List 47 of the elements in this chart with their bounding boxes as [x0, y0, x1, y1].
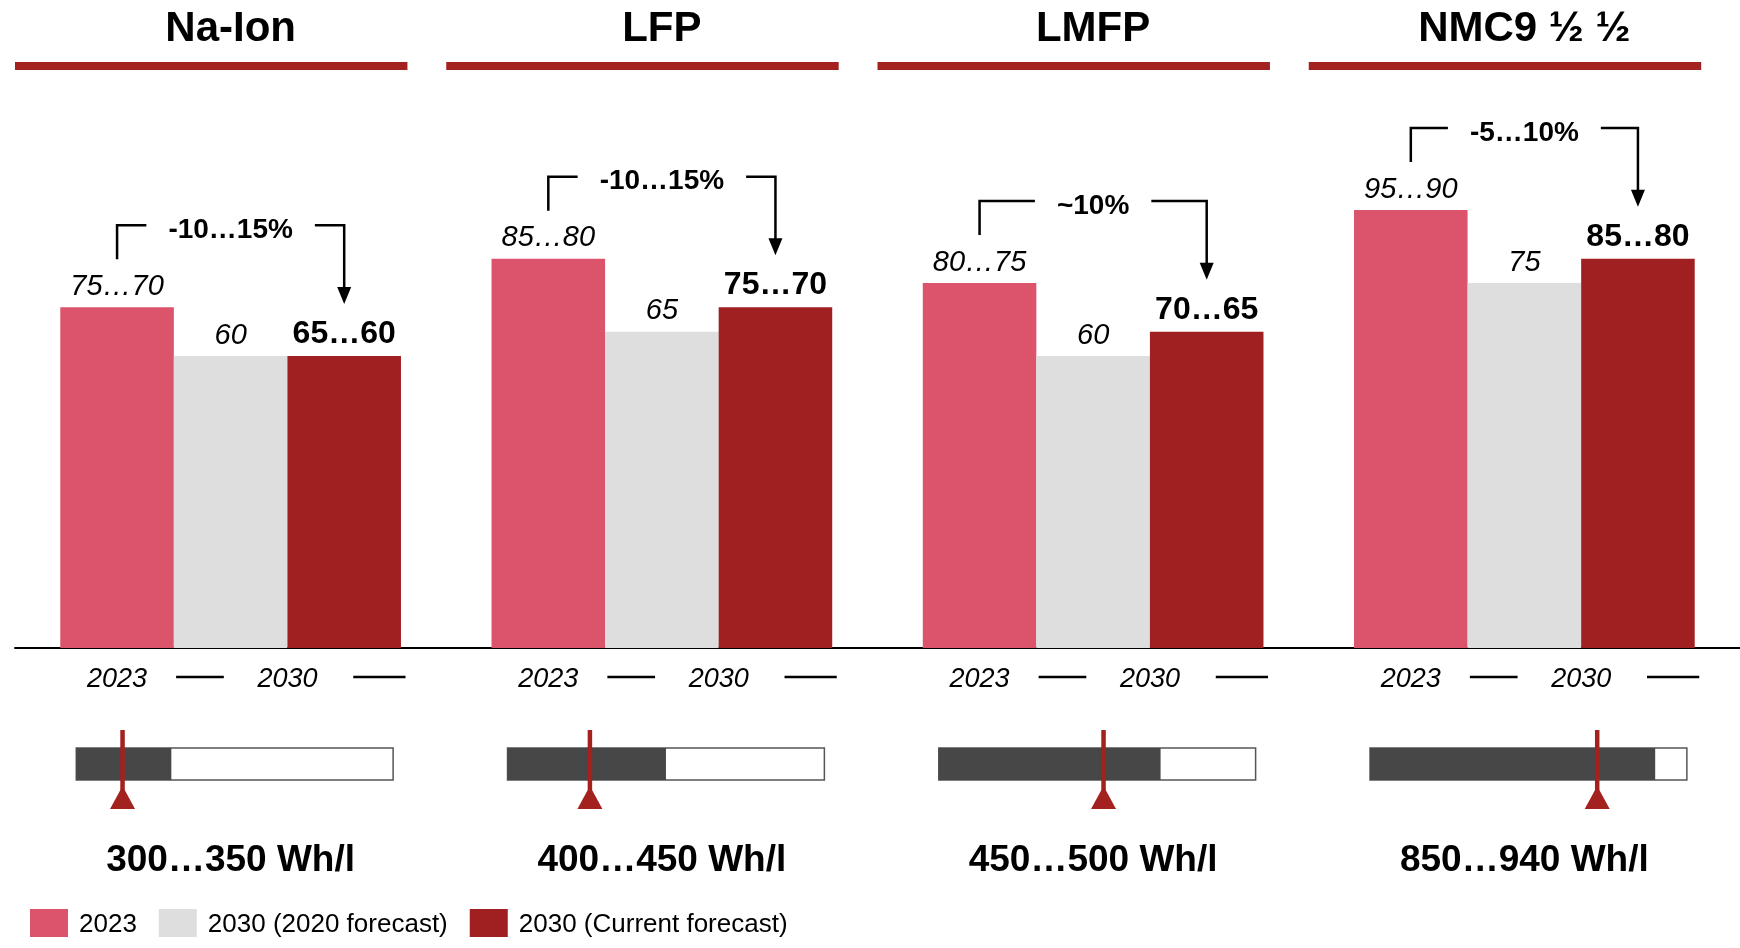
x-tick-label: LMFP [1035, 2, 1151, 50]
text: 2030 [256, 663, 318, 693]
bar [1467, 283, 1582, 648]
bar [922, 283, 1037, 648]
bar [718, 307, 833, 648]
text: 2030 [1118, 663, 1180, 693]
data-label: 75…70 [70, 268, 164, 301]
data-label: 60 [1076, 317, 1110, 350]
annotation: ~10% [1056, 188, 1130, 220]
data-label: 65 [645, 293, 679, 326]
text: 2023 [1379, 663, 1441, 693]
text: 2023 [948, 663, 1010, 693]
text: 400…450 Wh/l [537, 837, 787, 879]
text: -5…10% [1469, 115, 1579, 147]
data-label: 95…90 [1364, 171, 1458, 204]
x-tick-label: NMC9 ½ ½ [1418, 2, 1631, 50]
text: 2023 [517, 663, 579, 693]
data-label: 60 [214, 317, 247, 350]
bar [1354, 210, 1468, 648]
data-label: 75…70 [723, 265, 828, 302]
data-label: 85…80 [501, 220, 596, 253]
bar [605, 331, 719, 648]
x-tick-label: LFP [622, 2, 702, 50]
data-label: 75 [1508, 244, 1542, 277]
bar [1149, 331, 1264, 648]
text: 2023 [86, 663, 148, 693]
data-label: 80…75 [932, 244, 1028, 277]
data-label: 70…65 [1155, 289, 1259, 326]
text: 2030 [687, 663, 749, 693]
annotation: -10…15% [168, 212, 293, 244]
bar [287, 356, 401, 648]
bar [1581, 258, 1695, 648]
bar [1036, 356, 1150, 648]
text: 300…350 Wh/l [106, 837, 356, 879]
bar [60, 307, 174, 648]
data-label: 85…80 [1586, 216, 1690, 253]
bar [491, 258, 606, 648]
legend-label: 2030 (2020 forecast) [207, 908, 448, 938]
legend-label: 2023 [79, 908, 137, 938]
legend-label: 2030 (Current forecast) [518, 908, 788, 938]
x-tick-label: Na-Ion [165, 2, 296, 50]
text: 450…500 Wh/l [968, 837, 1218, 879]
text: -10…15% [599, 164, 725, 196]
data-label: 65…60 [292, 314, 396, 350]
text: 2030 [1550, 663, 1612, 693]
bar [173, 356, 288, 648]
text: 850…940 Wh/l [1399, 837, 1649, 879]
